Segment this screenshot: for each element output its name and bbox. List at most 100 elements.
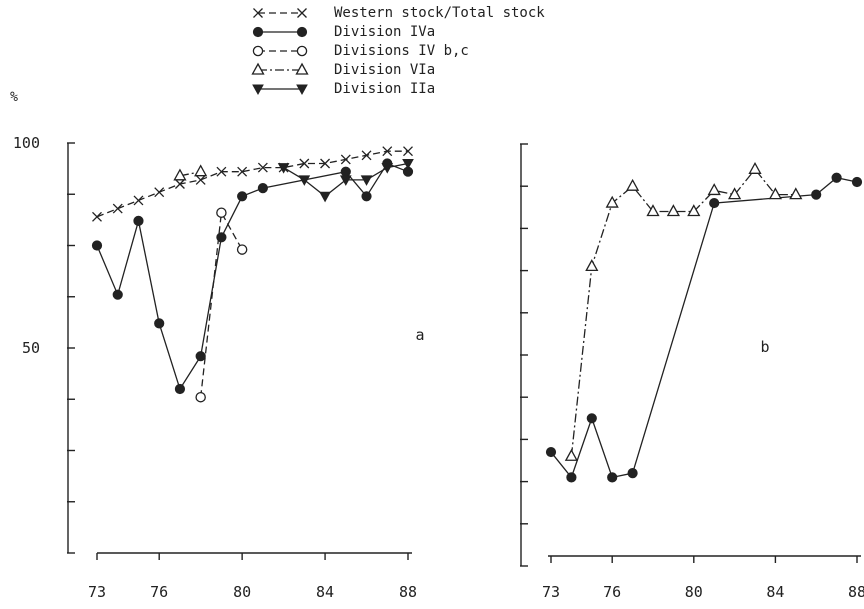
data-point-via: [748, 161, 762, 174]
x-marker-stroke: [257, 162, 268, 173]
series-iva: [91, 158, 414, 395]
data-point-via: [564, 448, 578, 461]
open-circle-marker: [252, 45, 264, 57]
filled-triangle-down-marker: [252, 84, 264, 96]
filled-circle-marker: [811, 189, 822, 200]
legend-label: Division VIa: [334, 62, 435, 78]
x-marker-stroke: [382, 146, 393, 157]
data-point-ivbc: [236, 244, 248, 255]
legend-marker-left: [251, 62, 265, 75]
panel-label: a: [415, 326, 424, 344]
data-point-iva: [627, 468, 638, 479]
data-point-iia: [277, 163, 290, 174]
open-circle-marker: [195, 391, 206, 403]
open-triangle-marker: [251, 62, 265, 75]
data-point-via: [173, 168, 187, 181]
filled-triangle-down-marker: [277, 163, 290, 174]
data-point-western: [154, 187, 165, 198]
data-point-via: [646, 204, 660, 217]
data-point-iva: [216, 232, 227, 243]
legend-marker-left: [252, 26, 264, 38]
data-point-iva: [154, 318, 165, 329]
data-point-iva: [851, 176, 863, 188]
data-point-via: [687, 204, 701, 217]
series-line-iva: [550, 177, 858, 479]
panel-label: b: [760, 338, 769, 356]
x-marker-stroke: [154, 187, 165, 198]
data-point-western: [92, 211, 102, 222]
data-point-iia: [298, 175, 311, 186]
data-point-iia: [381, 163, 394, 174]
series-iva: [545, 172, 863, 483]
open-triangle-marker: [585, 259, 599, 272]
filled-circle-marker: [112, 289, 123, 300]
data-point-ivbc: [195, 391, 206, 403]
x-tick-label: 88: [848, 583, 864, 601]
x-marker-stroke: [112, 203, 123, 214]
open-triangle-marker: [295, 62, 309, 75]
data-point-iva: [709, 197, 720, 209]
filled-circle-marker: [174, 383, 186, 395]
data-point-ivbc: [216, 207, 227, 218]
x-marker-stroke: [195, 174, 206, 185]
open-triangle-marker: [626, 178, 640, 191]
x-marker-stroke: [297, 8, 307, 18]
series-line-ivbc: [200, 210, 243, 398]
data-point-western: [216, 166, 227, 177]
open-triangle-marker: [768, 187, 782, 200]
x-marker-stroke: [299, 158, 310, 169]
x-tick-label: 76: [603, 583, 621, 601]
filled-circle-marker: [627, 468, 638, 479]
x-marker-stroke: [133, 195, 144, 206]
filled-triangle-down-marker: [339, 175, 352, 186]
open-triangle-marker: [728, 187, 742, 200]
data-point-via: [626, 178, 640, 191]
data-point-iia: [402, 159, 414, 170]
data-point-western: [320, 158, 331, 169]
series-western: [92, 146, 413, 222]
x-marker-stroke: [253, 8, 263, 18]
open-triangle-marker: [707, 183, 721, 196]
y-tick-label: 100: [13, 134, 40, 152]
data-point-via: [768, 187, 782, 200]
filled-circle-marker: [257, 183, 268, 194]
data-point-iia: [360, 175, 373, 186]
data-point-western: [403, 146, 413, 157]
data-point-iva: [607, 472, 618, 483]
x-marker-stroke: [320, 158, 331, 169]
filled-circle-marker: [91, 240, 103, 251]
y-unit-label: %: [10, 90, 18, 105]
filled-circle-marker: [831, 172, 842, 183]
data-point-iva: [237, 191, 248, 202]
data-point-western: [195, 174, 206, 185]
open-triangle-marker: [789, 187, 803, 200]
open-triangle-marker: [748, 161, 762, 174]
legend-item-iia: [252, 84, 308, 96]
chart-panel-a: [67, 142, 414, 560]
data-point-western: [112, 203, 123, 214]
filled-circle-marker: [545, 446, 557, 458]
filled-circle-marker: [586, 413, 597, 424]
legend-label: Division IVa: [334, 24, 435, 40]
series-via: [173, 164, 208, 181]
filled-circle-marker: [361, 191, 372, 202]
data-point-western: [133, 195, 144, 206]
x-tick-label: 76: [150, 583, 168, 601]
open-triangle-marker: [564, 448, 578, 461]
x-marker-stroke: [403, 146, 413, 157]
legend-marker-right: [296, 45, 308, 57]
x-marker-stroke: [92, 211, 102, 222]
filled-circle-marker: [566, 472, 577, 483]
series-line-western: [96, 150, 408, 218]
x-tick-label: 73: [542, 583, 560, 601]
data-point-iia: [319, 191, 331, 203]
open-circle-marker: [296, 45, 308, 57]
data-point-iva: [133, 215, 144, 226]
x-tick-label: 84: [766, 583, 784, 601]
open-triangle-marker: [666, 204, 680, 217]
open-triangle-marker: [687, 204, 701, 217]
y-tick-label: 50: [22, 339, 40, 357]
filled-circle-marker: [851, 176, 863, 188]
legend-marker-right: [297, 8, 307, 18]
data-point-via: [789, 187, 803, 200]
